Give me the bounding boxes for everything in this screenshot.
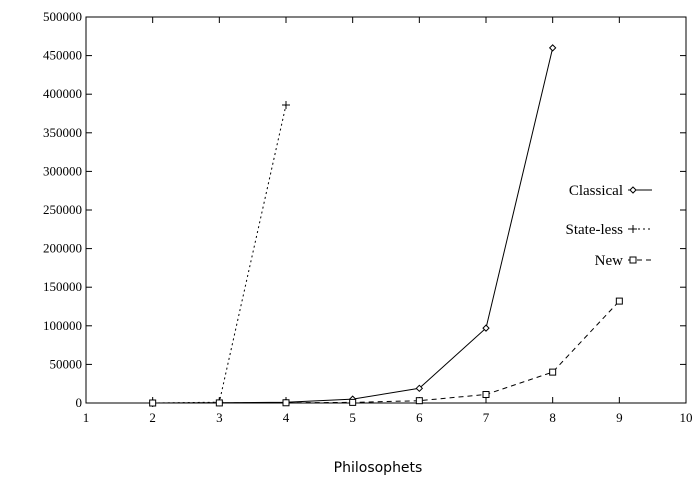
series-classical — [148, 44, 557, 407]
series-line-state-less — [152, 104, 287, 404]
y-tick-label: 300000 — [43, 163, 82, 178]
y-tick-label: 100000 — [43, 318, 82, 333]
y-tick-label: 400000 — [43, 86, 82, 101]
x-tick-label: 2 — [149, 410, 156, 425]
x-tick-label: 7 — [483, 410, 490, 425]
legend: Classical State-less New — [566, 183, 652, 269]
plus-marker — [629, 225, 637, 233]
legend-label: State-less — [566, 222, 624, 238]
x-tick-label: 10 — [680, 410, 693, 425]
x-tick-label: 3 — [216, 410, 223, 425]
y-tick-label: 350000 — [43, 125, 82, 140]
series-group — [148, 44, 623, 407]
x-tick-label: 4 — [283, 410, 290, 425]
y-tick-label: 200000 — [43, 241, 82, 256]
diamond-marker — [415, 384, 424, 393]
series-state-less — [148, 101, 290, 407]
square-marker — [549, 368, 557, 376]
y-tick-label: 500000 — [43, 9, 82, 24]
square-marker — [215, 399, 223, 407]
square-marker — [615, 297, 623, 305]
y-tick-label: 150000 — [43, 279, 82, 294]
x-axis: 1 2 3 4 5 6 7 8 9 10 — [83, 17, 693, 425]
diamond-marker — [482, 324, 490, 332]
legend-label: New — [595, 253, 623, 269]
y-tick-label: 450000 — [43, 48, 82, 63]
x-axis-label: Philosophets — [334, 460, 423, 476]
y-axis: 0 50000 100000 150000 200000 250000 300000 3500… — [43, 9, 686, 410]
square-marker — [482, 391, 490, 399]
series-line-classical — [152, 47, 554, 404]
plot-frame — [85, 16, 687, 404]
x-tick-label: 6 — [416, 410, 423, 425]
x-tick-label: 1 — [83, 410, 90, 425]
square-marker — [149, 399, 157, 407]
x-tick-label: 9 — [616, 410, 623, 425]
x-tick-label: 5 — [349, 410, 356, 425]
diamond-marker — [548, 44, 557, 52]
square-marker — [415, 397, 423, 405]
series-new — [149, 297, 623, 407]
square-marker — [629, 256, 637, 264]
legend-label: Classical — [569, 183, 623, 199]
square-marker — [349, 398, 357, 406]
y-tick-label: 0 — [76, 395, 83, 410]
plus-marker — [282, 101, 290, 110]
y-tick-label: 50000 — [50, 356, 83, 371]
x-tick-label: 8 — [549, 410, 556, 425]
square-marker — [282, 399, 290, 407]
y-tick-label: 250000 — [43, 202, 82, 217]
diamond-marker — [629, 186, 637, 194]
